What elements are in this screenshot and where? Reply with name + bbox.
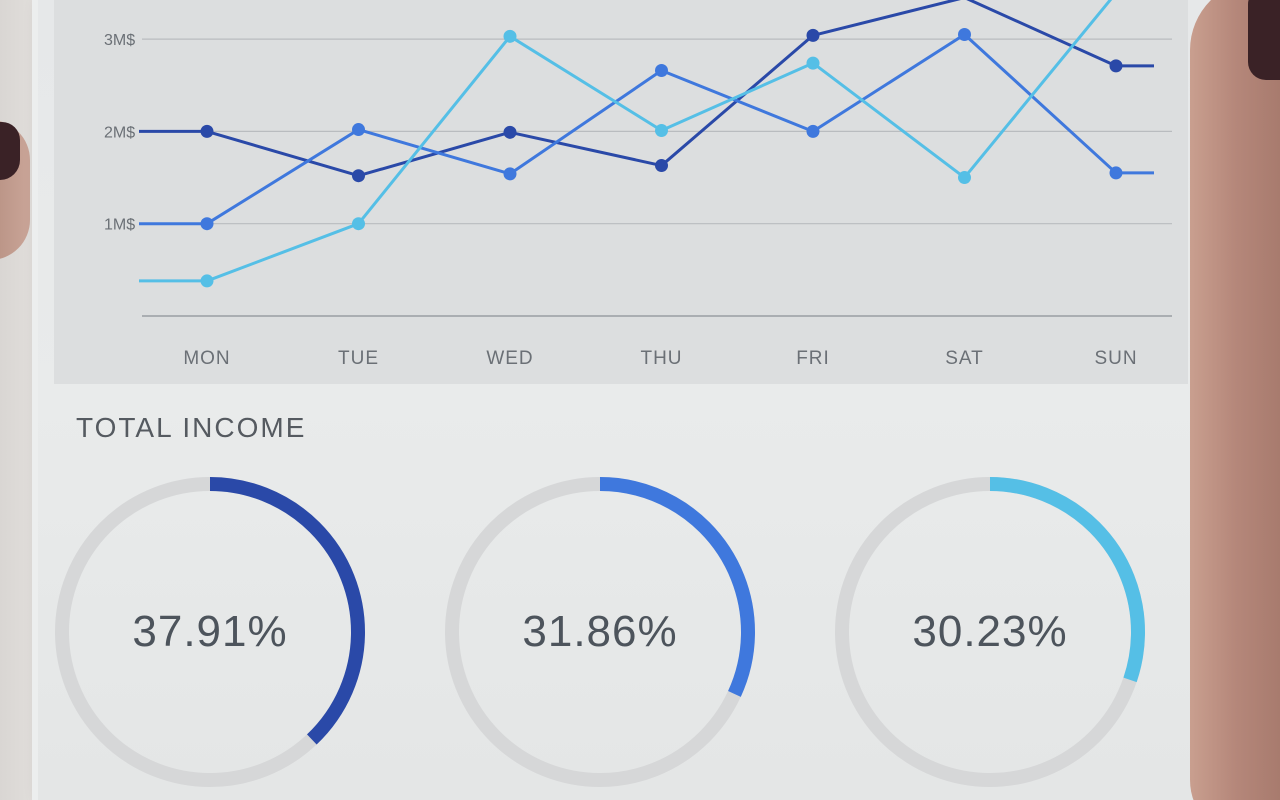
ring-3-percentage: 30.23% <box>912 607 1068 656</box>
total-income-title: TOTAL INCOME <box>76 412 307 443</box>
income-ring-3: 30.23% <box>835 477 1145 787</box>
series-2-point <box>352 123 365 137</box>
series-2-point <box>1109 166 1123 180</box>
ring-progress-arc <box>55 477 365 787</box>
x-tick-label: WED <box>486 348 533 369</box>
series-1-point <box>806 28 820 42</box>
ring-progress-arc <box>445 477 755 787</box>
income-ring-3-chart <box>835 477 1145 787</box>
x-tick-label: SAT <box>945 348 984 369</box>
series-3-line <box>139 0 1113 283</box>
x-tick-label: SUN <box>1094 348 1137 369</box>
y-tick-label: 2M$ <box>104 124 135 141</box>
series-2-point <box>958 27 971 41</box>
line-chart: 1M$ 2M$ 3M$ MON TUE WED THU FRI SAT SUN <box>104 0 1172 369</box>
tablet-screen: 1M$ 2M$ 3M$ MON TUE WED THU FRI SAT SUN TOTAL INC… <box>38 0 1220 800</box>
x-tick-label: FRI <box>796 348 830 369</box>
series-3-point <box>200 274 214 288</box>
ring-2-percentage: 31.86% <box>522 607 678 656</box>
right-hand <box>1190 0 1280 800</box>
y-tick-label: 3M$ <box>104 32 135 49</box>
series-1-point <box>503 125 517 139</box>
series-1-line <box>139 0 1154 178</box>
series-2-point <box>200 217 214 231</box>
line-chart-panel: 1M$ 2M$ 3M$ MON TUE WED THU FRI SAT SUN <box>54 0 1188 384</box>
income-ring-2: 31.86% <box>445 477 755 787</box>
ring-progress-arc <box>835 477 1145 787</box>
series-3-point <box>655 123 668 137</box>
x-tick-label: TUE <box>338 348 379 369</box>
income-ring-1: 37.91% <box>55 477 365 787</box>
income-ring-1-chart <box>55 477 365 787</box>
series-1-point <box>655 159 668 173</box>
series-2-point <box>503 167 517 181</box>
left-fingernail <box>0 122 20 180</box>
series-1-point <box>352 169 365 183</box>
series-3-point <box>958 171 971 185</box>
right-fingernail <box>1248 0 1280 80</box>
x-tick-label: MON <box>183 348 230 369</box>
x-tick-label: THU <box>640 348 682 369</box>
series-2-line <box>139 32 1154 226</box>
series-3-point <box>352 217 365 231</box>
y-tick-label: 1M$ <box>104 217 135 234</box>
series-3-point <box>806 56 820 70</box>
series-2-point <box>806 124 820 138</box>
series-1-point <box>1109 59 1123 73</box>
series-3-point <box>503 29 517 43</box>
ring-1-percentage: 37.91% <box>132 607 288 656</box>
series-2-point <box>655 63 668 77</box>
income-ring-2-chart <box>445 477 755 787</box>
series-1-point <box>200 124 214 138</box>
